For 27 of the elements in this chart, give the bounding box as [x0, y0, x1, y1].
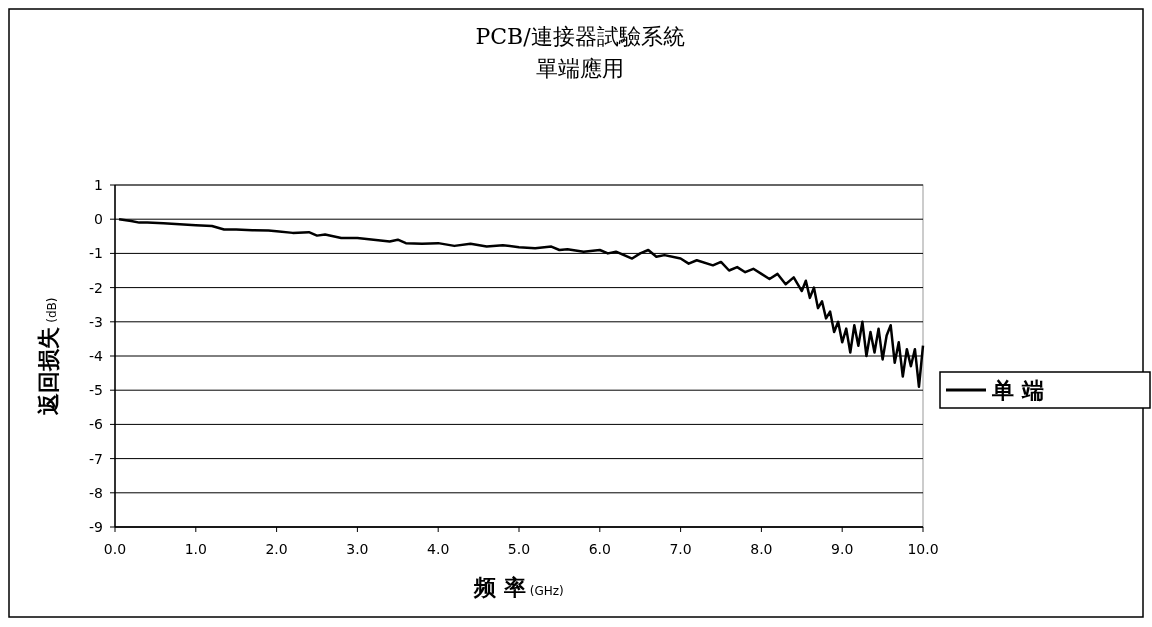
x-tick-label: 1.0	[184, 541, 207, 557]
y-tick-label: -4	[89, 348, 104, 364]
y-tick-label: 1	[94, 177, 103, 193]
y-tick-label: -7	[89, 450, 103, 467]
y-tick-label: -5	[89, 382, 103, 399]
x-tick-label: 9.0	[831, 541, 854, 557]
x-tick-label: 5.0	[507, 541, 531, 557]
x-axis-title: 频 率 (GHz)	[473, 575, 564, 600]
y-axis-title: 返回损失 (dB)	[36, 297, 61, 416]
y-tick-label: 0	[94, 211, 103, 228]
x-tick-label: 8.0	[750, 541, 773, 557]
legend-label: 单 端	[991, 378, 1044, 403]
x-tick-label: 7.0	[669, 541, 692, 557]
chart-subtitle: 單端應用	[536, 56, 624, 81]
x-tick-label: 3.0	[346, 541, 369, 557]
y-tick-label: -2	[89, 279, 103, 296]
y-tick-label: -3	[89, 313, 103, 330]
x-tick-label: 2.0	[265, 541, 288, 557]
x-tick-label: 0.0	[103, 541, 127, 557]
y-tick-label: -8	[89, 484, 103, 501]
y-tick-label: -1	[89, 245, 103, 262]
x-tick-label: 4.0	[427, 541, 450, 557]
y-tick-label: -6	[89, 416, 104, 433]
x-tick-label: 10.0	[907, 541, 939, 557]
x-tick-label: 6.0	[588, 541, 611, 557]
y-tick-label: -9	[89, 519, 103, 535]
chart-title: PCB/連接器試驗系統	[475, 24, 685, 49]
